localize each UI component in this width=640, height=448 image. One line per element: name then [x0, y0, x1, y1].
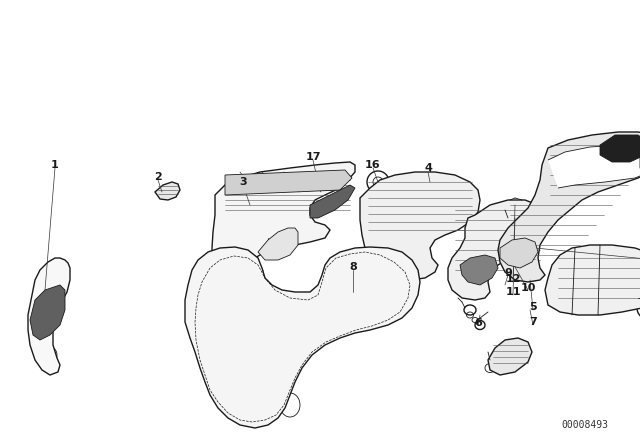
- Text: 17: 17: [305, 152, 321, 162]
- Text: 4: 4: [424, 163, 432, 173]
- Polygon shape: [600, 135, 640, 162]
- Polygon shape: [448, 200, 545, 300]
- Polygon shape: [460, 255, 498, 285]
- Polygon shape: [212, 162, 355, 298]
- Polygon shape: [310, 185, 355, 218]
- Text: 3: 3: [239, 177, 247, 187]
- Text: 1: 1: [51, 160, 59, 170]
- Text: 16: 16: [365, 160, 381, 170]
- Text: 11: 11: [505, 287, 521, 297]
- Polygon shape: [185, 247, 420, 428]
- Text: 2: 2: [154, 172, 162, 182]
- Polygon shape: [498, 132, 640, 282]
- Polygon shape: [28, 258, 70, 375]
- Polygon shape: [500, 238, 538, 268]
- Text: 8: 8: [349, 262, 357, 272]
- Polygon shape: [225, 170, 352, 195]
- Polygon shape: [488, 338, 532, 375]
- Polygon shape: [30, 285, 65, 340]
- Polygon shape: [545, 245, 640, 315]
- Text: 9: 9: [504, 268, 512, 278]
- Polygon shape: [360, 172, 480, 280]
- Text: 5: 5: [529, 302, 537, 312]
- Polygon shape: [548, 145, 640, 188]
- Text: 7: 7: [529, 317, 537, 327]
- Polygon shape: [155, 182, 180, 200]
- Text: 10: 10: [520, 283, 536, 293]
- Polygon shape: [258, 228, 298, 260]
- Text: 00008493: 00008493: [561, 420, 608, 430]
- Text: 12: 12: [505, 274, 521, 284]
- Text: 6: 6: [474, 318, 482, 328]
